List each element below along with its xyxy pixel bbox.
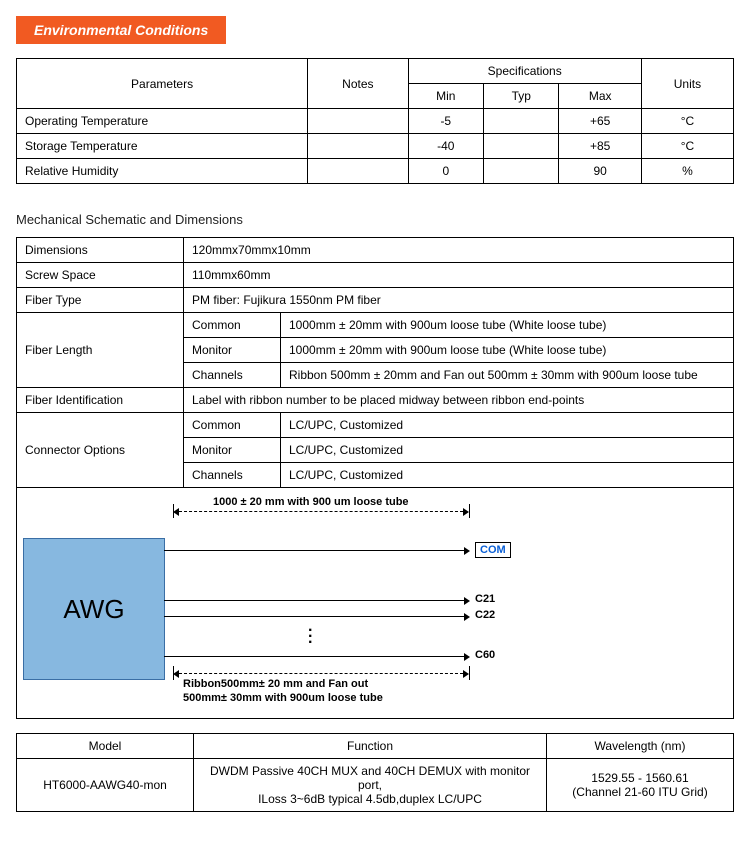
cell-param: Operating Temperature [17,109,308,134]
fiber-line [164,600,464,601]
schematic-diagram: 1000 ± 20 mm with 900 um loose tube AWG … [23,498,583,708]
cell-min: -5 [408,109,483,134]
com-port-label: COM [475,542,511,558]
col-notes: Notes [308,59,408,109]
fiber-line [164,616,464,617]
cell-units: °C [641,134,733,159]
col-units: Units [641,59,733,109]
mechanical-table: Dimensions 120mmx70mmx10mm Screw Space 1… [16,237,734,719]
sub-label: Common [184,413,281,438]
dim-tick [469,504,470,518]
row-label: Fiber Length [17,313,184,388]
row-value: PM fiber: Fujikura 1550nm PM fiber [184,288,734,313]
sub-label: Channels [184,463,281,488]
cell-notes [308,159,408,184]
dim-tick [469,666,470,680]
col-parameters: Parameters [17,59,308,109]
cell-param: Relative Humidity [17,159,308,184]
row-value: LC/UPC, Customized [281,413,734,438]
wavelength-line1: 1529.55 - 1560.61 [591,771,688,785]
dim-label-bottom2: 500mm± 30mm with 900um loose tube [183,692,383,704]
row-label: Fiber Type [17,288,184,313]
col-specifications: Specifications [408,59,641,84]
cell-param: Storage Temperature [17,134,308,159]
row-value: 120mmx70mmx10mm [184,238,734,263]
wavelength-line2: (Channel 21-60 ITU Grid) [572,785,707,799]
cell-notes [308,134,408,159]
sub-label: Channels [184,363,281,388]
dim-line-top [179,511,463,512]
table-row: Storage Temperature -40 +85 °C [17,134,734,159]
col-typ: Typ [484,84,559,109]
mechanical-heading: Mechanical Schematic and Dimensions [16,212,734,227]
sub-label: Common [184,313,281,338]
cell-max: +65 [559,109,641,134]
environmental-conditions-table: Parameters Notes Specifications Units Mi… [16,58,734,184]
dim-line-bottom [179,673,463,674]
cell-units: °C [641,109,733,134]
cell-min: -40 [408,134,483,159]
cell-function: DWDM Passive 40CH MUX and 40CH DEMUX wit… [194,759,547,812]
col-model: Model [17,734,194,759]
cell-typ [484,134,559,159]
row-label: Dimensions [17,238,184,263]
sub-label: Monitor [184,338,281,363]
row-label: Screw Space [17,263,184,288]
cell-max: 90 [559,159,641,184]
row-value: Label with ribbon number to be placed mi… [184,388,734,413]
cell-max: +85 [559,134,641,159]
cell-notes [308,109,408,134]
sub-label: Monitor [184,438,281,463]
awg-box: AWG [23,538,165,680]
row-value: Ribbon 500mm ± 20mm and Fan out 500mm ± … [281,363,734,388]
cell-units: % [641,159,733,184]
model-table: Model Function Wavelength (nm) HT6000-AA… [16,733,734,812]
col-min: Min [408,84,483,109]
row-label: Fiber Identification [17,388,184,413]
row-label: Connector Options [17,413,184,488]
cell-typ [484,109,559,134]
section-header: Environmental Conditions [16,16,226,44]
awg-label: AWG [63,594,124,625]
fiber-line [164,656,464,657]
table-row: HT6000-AAWG40-mon DWDM Passive 40CH MUX … [17,759,734,812]
vdots-icon: ··· [308,628,313,646]
row-value: LC/UPC, Customized [281,438,734,463]
fiber-line-com [164,550,464,551]
cell-min: 0 [408,159,483,184]
row-value: 1000mm ± 20mm with 900um loose tube (Whi… [281,338,734,363]
col-wavelength: Wavelength (nm) [547,734,734,759]
port-label-c22: C22 [475,609,495,621]
cell-model: HT6000-AAWG40-mon [17,759,194,812]
function-line1: DWDM Passive 40CH MUX and 40CH DEMUX wit… [210,764,530,792]
dim-label-top: 1000 ± 20 mm with 900 um loose tube [213,496,409,508]
port-label-c21: C21 [475,593,495,605]
port-label-c60: C60 [475,649,495,661]
function-line2: ILoss 3~6dB typical 4.5db,duplex LC/UPC [258,792,482,806]
row-value: 110mmx60mm [184,263,734,288]
dim-label-bottom1: Ribbon500mm± 20 mm and Fan out [183,678,368,690]
col-function: Function [194,734,547,759]
cell-typ [484,159,559,184]
table-row: Operating Temperature -5 +65 °C [17,109,734,134]
table-row: Relative Humidity 0 90 % [17,159,734,184]
col-max: Max [559,84,641,109]
cell-wavelength: 1529.55 - 1560.61 (Channel 21-60 ITU Gri… [547,759,734,812]
row-value: 1000mm ± 20mm with 900um loose tube (Whi… [281,313,734,338]
row-value: LC/UPC, Customized [281,463,734,488]
